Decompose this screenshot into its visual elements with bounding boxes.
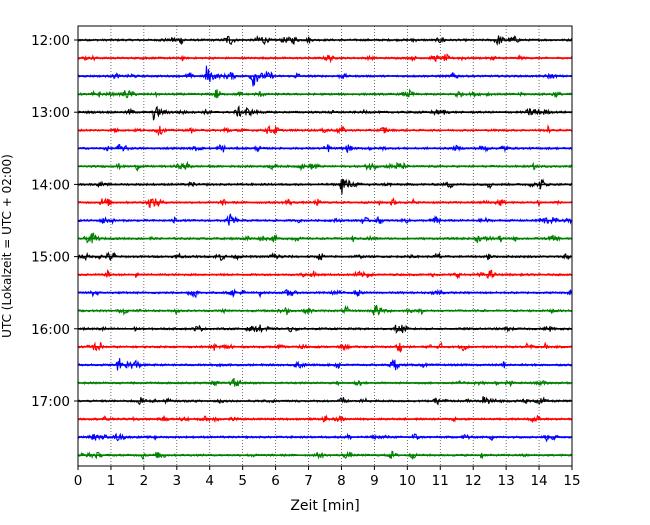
x-axis-label: Zeit [min] bbox=[290, 498, 359, 514]
x-tick-label-4: 4 bbox=[205, 473, 214, 489]
plot-frame bbox=[77, 25, 573, 467]
trace-line-8 bbox=[77, 178, 573, 195]
x-tick-label-11: 11 bbox=[432, 473, 449, 489]
x-tick-label-6: 6 bbox=[271, 473, 280, 489]
x-tick-label-15: 15 bbox=[563, 473, 580, 489]
x-tick-label-14: 14 bbox=[530, 473, 547, 489]
x-tick-label-3: 3 bbox=[173, 473, 182, 489]
x-tick-label-2: 2 bbox=[140, 473, 149, 489]
y-axis-label: UTC (Lokalzeit = UTC + 02:00) bbox=[0, 154, 14, 338]
y-tick-label-3: 15:00 bbox=[31, 250, 70, 266]
y-tick-label-5: 17:00 bbox=[31, 394, 70, 410]
x-tick-label-13: 13 bbox=[498, 473, 515, 489]
x-tick-label-5: 5 bbox=[238, 473, 247, 489]
x-tick-label-10: 10 bbox=[399, 473, 416, 489]
y-tick-label-4: 16:00 bbox=[31, 322, 70, 338]
x-tick-label-8: 8 bbox=[337, 473, 346, 489]
x-tick-label-12: 12 bbox=[465, 473, 482, 489]
x-tick-label-0: 0 bbox=[74, 473, 83, 489]
x-tick-label-7: 7 bbox=[304, 473, 313, 489]
trace-line-4 bbox=[77, 104, 573, 121]
x-tick-label-1: 1 bbox=[107, 473, 116, 489]
x-tick-label-9: 9 bbox=[370, 473, 379, 489]
y-tick-label-2: 14:00 bbox=[31, 177, 70, 193]
y-tick-label-1: 13:00 bbox=[31, 105, 70, 121]
trace-line-10 bbox=[77, 213, 573, 226]
y-tick-label-0: 12:00 bbox=[31, 33, 70, 49]
